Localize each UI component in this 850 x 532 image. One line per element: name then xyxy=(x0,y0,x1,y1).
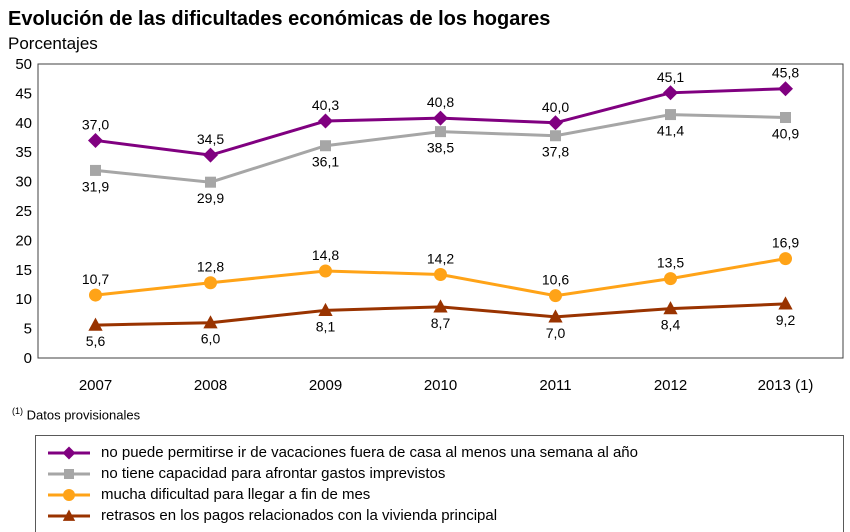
data-label: 10,6 xyxy=(542,272,569,288)
series-0-marker-icon xyxy=(778,81,793,97)
series-0-marker-icon xyxy=(318,113,333,129)
data-label: 40,8 xyxy=(427,94,454,110)
data-label: 6,0 xyxy=(201,331,221,347)
y-axis-tick-label: 25 xyxy=(15,203,32,220)
data-label: 37,0 xyxy=(82,116,109,132)
series-1-marker-icon xyxy=(665,109,676,121)
data-label: 37,8 xyxy=(542,144,569,160)
data-label: 40,0 xyxy=(542,99,569,115)
legend-marker-shape xyxy=(62,446,76,460)
y-axis-tick-label: 35 xyxy=(15,144,32,161)
series-1-marker-icon xyxy=(205,176,216,188)
data-label: 8,1 xyxy=(316,318,336,334)
series-3-marker-icon xyxy=(88,317,103,331)
legend-marker-shape xyxy=(64,468,74,479)
y-axis-tick-label: 30 xyxy=(15,174,32,191)
legend-triangle-marker-icon xyxy=(48,509,90,521)
y-axis-tick-label: 50 xyxy=(15,56,32,73)
series-3-marker-icon xyxy=(663,301,678,315)
x-axis-tick-label: 2008 xyxy=(194,377,227,394)
series-2-marker-icon xyxy=(779,252,792,266)
y-axis-tick-label: 40 xyxy=(15,115,32,132)
series-3-marker-icon xyxy=(203,315,218,329)
y-axis-tick-label: 20 xyxy=(15,232,32,249)
data-label: 34,5 xyxy=(197,131,224,147)
data-label: 14,2 xyxy=(427,251,454,267)
series-0-marker-icon xyxy=(433,110,448,126)
series-1-marker-icon xyxy=(90,164,101,176)
series-3-marker-icon xyxy=(433,299,448,313)
data-label: 14,8 xyxy=(312,247,339,263)
data-label: 29,9 xyxy=(197,190,224,206)
legend-item: no tiene capacidad para afrontar gastos … xyxy=(46,463,833,484)
legend-label: mucha dificultad para llegar a fin de me… xyxy=(101,486,371,504)
series-2-marker-icon xyxy=(549,289,562,303)
x-axis-tick-label: 2012 xyxy=(654,377,687,394)
y-axis-tick-label: 15 xyxy=(15,262,32,279)
legend-item: no puede permitirse ir de vacaciones fue… xyxy=(46,442,833,463)
data-label: 41,4 xyxy=(657,123,684,139)
x-axis-tick-label: 2013 (1) xyxy=(758,377,814,394)
data-label: 40,3 xyxy=(312,97,339,113)
chart-footnote: (1) Datos provisionales xyxy=(12,403,846,423)
series-2-marker-icon xyxy=(434,268,447,282)
series-1-marker-icon xyxy=(320,140,331,152)
data-label: 40,9 xyxy=(772,126,799,142)
legend-marker-shape xyxy=(62,509,76,521)
legend-marker-shape xyxy=(63,488,75,501)
series-0-marker-icon xyxy=(88,132,103,148)
series-3-marker-icon xyxy=(548,309,563,323)
footnote-marker: (1) xyxy=(12,406,23,416)
y-axis-tick-label: 45 xyxy=(15,85,32,102)
legend-circle-marker-icon xyxy=(48,488,90,501)
y-axis-tick-label: 10 xyxy=(15,291,32,308)
line-chart: 0 5 10 15 20 25 30 35 40 45 50 2007 2008 2009 2010 2011… xyxy=(15,56,844,394)
x-axis-tick-label: 2007 xyxy=(79,377,112,394)
x-axis-tick-label: 2011 xyxy=(539,377,571,394)
data-label: 10,7 xyxy=(82,271,109,287)
series-1-marker-icon xyxy=(550,130,561,142)
data-label: 45,8 xyxy=(772,65,799,81)
data-label: 12,8 xyxy=(197,259,224,275)
legend-label: no tiene capacidad para afrontar gastos … xyxy=(101,465,446,483)
footnote-text: Datos provisionales xyxy=(26,407,141,423)
x-axis-tick-label: 2010 xyxy=(424,377,457,394)
legend-square-marker-icon xyxy=(48,468,90,479)
y-axis-tick-label: 0 xyxy=(24,350,32,367)
data-label: 38,5 xyxy=(427,140,454,156)
data-label: 9,2 xyxy=(776,312,796,328)
chart-legend: no puede permitirse ir de vacaciones fue… xyxy=(35,435,844,532)
series-2-marker-icon xyxy=(319,264,332,278)
data-label: 7,0 xyxy=(546,325,566,341)
chart-subtitle: Porcentajes xyxy=(8,34,98,53)
y-axis-tick-label: 5 xyxy=(24,321,32,338)
legend-label: retrasos en los pagos relacionados con l… xyxy=(101,507,498,525)
data-label: 13,5 xyxy=(657,255,684,271)
series-1-marker-icon xyxy=(435,126,446,138)
data-label: 5,6 xyxy=(86,333,106,349)
data-label: 36,1 xyxy=(312,154,339,170)
series-2-marker-icon xyxy=(89,288,102,302)
data-label: 45,1 xyxy=(657,69,684,85)
series-3-marker-icon xyxy=(318,302,333,316)
series-3-marker-icon xyxy=(778,296,793,310)
series-0-marker-icon xyxy=(203,147,218,163)
series-1-marker-icon xyxy=(780,112,791,124)
series-2-marker-icon xyxy=(204,276,217,290)
legend-item: retrasos en los pagos relacionados con l… xyxy=(46,505,833,526)
data-label: 16,9 xyxy=(772,235,799,251)
data-label: 8,7 xyxy=(431,315,451,331)
legend-label: no puede permitirse ir de vacaciones fue… xyxy=(101,444,638,462)
series-0-marker-icon xyxy=(548,115,563,131)
series-0-marker-icon xyxy=(663,85,678,101)
x-axis-tick-label: 2009 xyxy=(309,377,342,394)
chart-title: Evolución de las dificultades económicas… xyxy=(8,8,551,30)
data-label: 31,9 xyxy=(82,178,109,194)
series-2-marker-icon xyxy=(664,272,677,286)
data-label: 8,4 xyxy=(661,317,681,333)
legend-item: mucha dificultad para llegar a fin de me… xyxy=(46,484,833,505)
legend-diamond-marker-icon xyxy=(48,446,90,460)
